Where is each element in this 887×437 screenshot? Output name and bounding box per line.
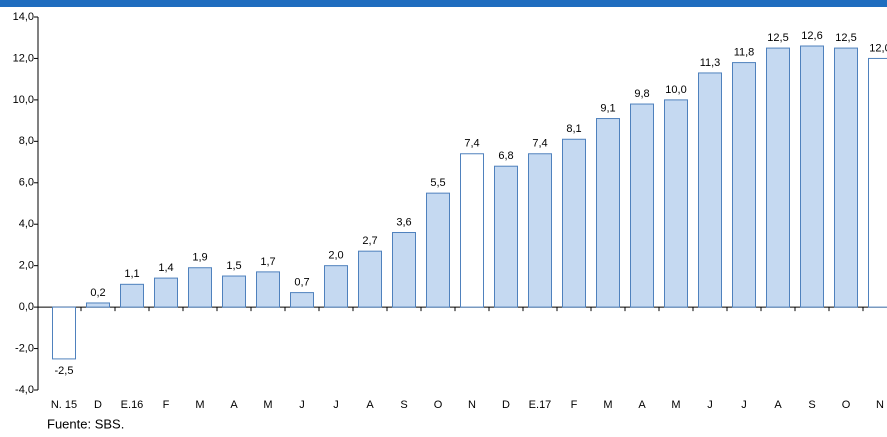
x-tick-label: D [502, 399, 510, 411]
bar [733, 63, 756, 308]
value-label: 8,1 [566, 123, 581, 135]
x-tick-label: N. 15 [51, 399, 77, 411]
bar [121, 284, 144, 307]
bar [529, 154, 552, 307]
y-tick-label: -4,0 [15, 384, 34, 396]
y-tick-label: 6,0 [19, 177, 34, 189]
bar [461, 154, 484, 307]
value-label: 2,0 [328, 250, 343, 262]
x-tick-label: E.17 [529, 399, 552, 411]
x-tick-label: J [333, 399, 339, 411]
bar [597, 119, 620, 308]
y-tick-label: 10,0 [13, 94, 34, 106]
value-label: 12,6 [801, 30, 822, 42]
value-label: 11,3 [700, 57, 721, 69]
bar [393, 233, 416, 308]
x-tick-label: M [603, 399, 612, 411]
bar [665, 100, 688, 307]
bar [699, 73, 722, 307]
x-tick-label: J [707, 399, 713, 411]
value-label: 9,1 [600, 102, 615, 114]
x-tick-label: O [842, 399, 851, 411]
value-label: 1,5 [226, 260, 241, 272]
x-tick-label: J [741, 399, 747, 411]
y-tick-label: 0,0 [19, 301, 34, 313]
y-tick-label: 8,0 [19, 135, 34, 147]
x-tick-label: S [808, 399, 815, 411]
bar [155, 278, 178, 307]
bar [767, 48, 790, 307]
value-label: 9,8 [634, 88, 649, 100]
bar [835, 48, 858, 307]
x-tick-label: S [400, 399, 407, 411]
bar [257, 272, 280, 307]
bar [189, 268, 212, 307]
value-label: 1,1 [124, 268, 139, 280]
x-tick-label: O [434, 399, 443, 411]
x-tick-label: M [195, 399, 204, 411]
source-note: Fuente: SBS. [47, 416, 124, 431]
x-tick-label: A [366, 399, 374, 411]
value-label: 0,7 [294, 277, 309, 289]
x-tick-label: A [774, 399, 782, 411]
bar [427, 193, 450, 307]
x-tick-label: N [468, 399, 476, 411]
value-label: 7,4 [532, 138, 547, 150]
bar [325, 266, 348, 307]
value-label: 5,5 [430, 177, 445, 189]
y-tick-label: 4,0 [19, 218, 34, 230]
y-tick-label: 2,0 [19, 260, 34, 272]
y-tick-label: 14,0 [13, 11, 34, 23]
x-tick-label: A [230, 399, 238, 411]
bar [291, 293, 314, 308]
x-tick-label: D [94, 399, 102, 411]
x-tick-label: F [571, 399, 578, 411]
x-tick-label: J [299, 399, 305, 411]
bar [359, 251, 382, 307]
bar [563, 139, 586, 307]
value-label: 12,0 [869, 42, 887, 54]
x-tick-label: M [671, 399, 680, 411]
value-label: 12,5 [767, 32, 788, 44]
x-tick-label: A [638, 399, 646, 411]
bar [223, 276, 246, 307]
bar [869, 58, 887, 307]
y-tick-label: -2,0 [15, 342, 34, 354]
x-tick-label: E.16 [121, 399, 144, 411]
value-label: 1,7 [260, 256, 275, 268]
value-label: 2,7 [362, 235, 377, 247]
x-tick-label: N [876, 399, 884, 411]
value-label: 11,8 [734, 46, 755, 58]
value-label: 12,5 [835, 32, 856, 44]
bar [801, 46, 824, 307]
value-label: -2,5 [55, 365, 74, 377]
value-label: 0,2 [90, 287, 105, 299]
x-tick-label: F [163, 399, 170, 411]
bar [631, 104, 654, 307]
value-label: 6,8 [498, 150, 513, 162]
value-label: 3,6 [396, 216, 411, 228]
value-label: 10,0 [665, 84, 686, 96]
value-label: 7,4 [464, 138, 479, 150]
bar [53, 307, 76, 359]
bar [87, 303, 110, 307]
x-tick-label: M [263, 399, 272, 411]
value-label: 1,9 [192, 252, 207, 264]
y-tick-label: 12,0 [13, 52, 34, 64]
top-stripe [0, 0, 887, 7]
bar [495, 166, 518, 307]
value-label: 1,4 [158, 262, 173, 274]
